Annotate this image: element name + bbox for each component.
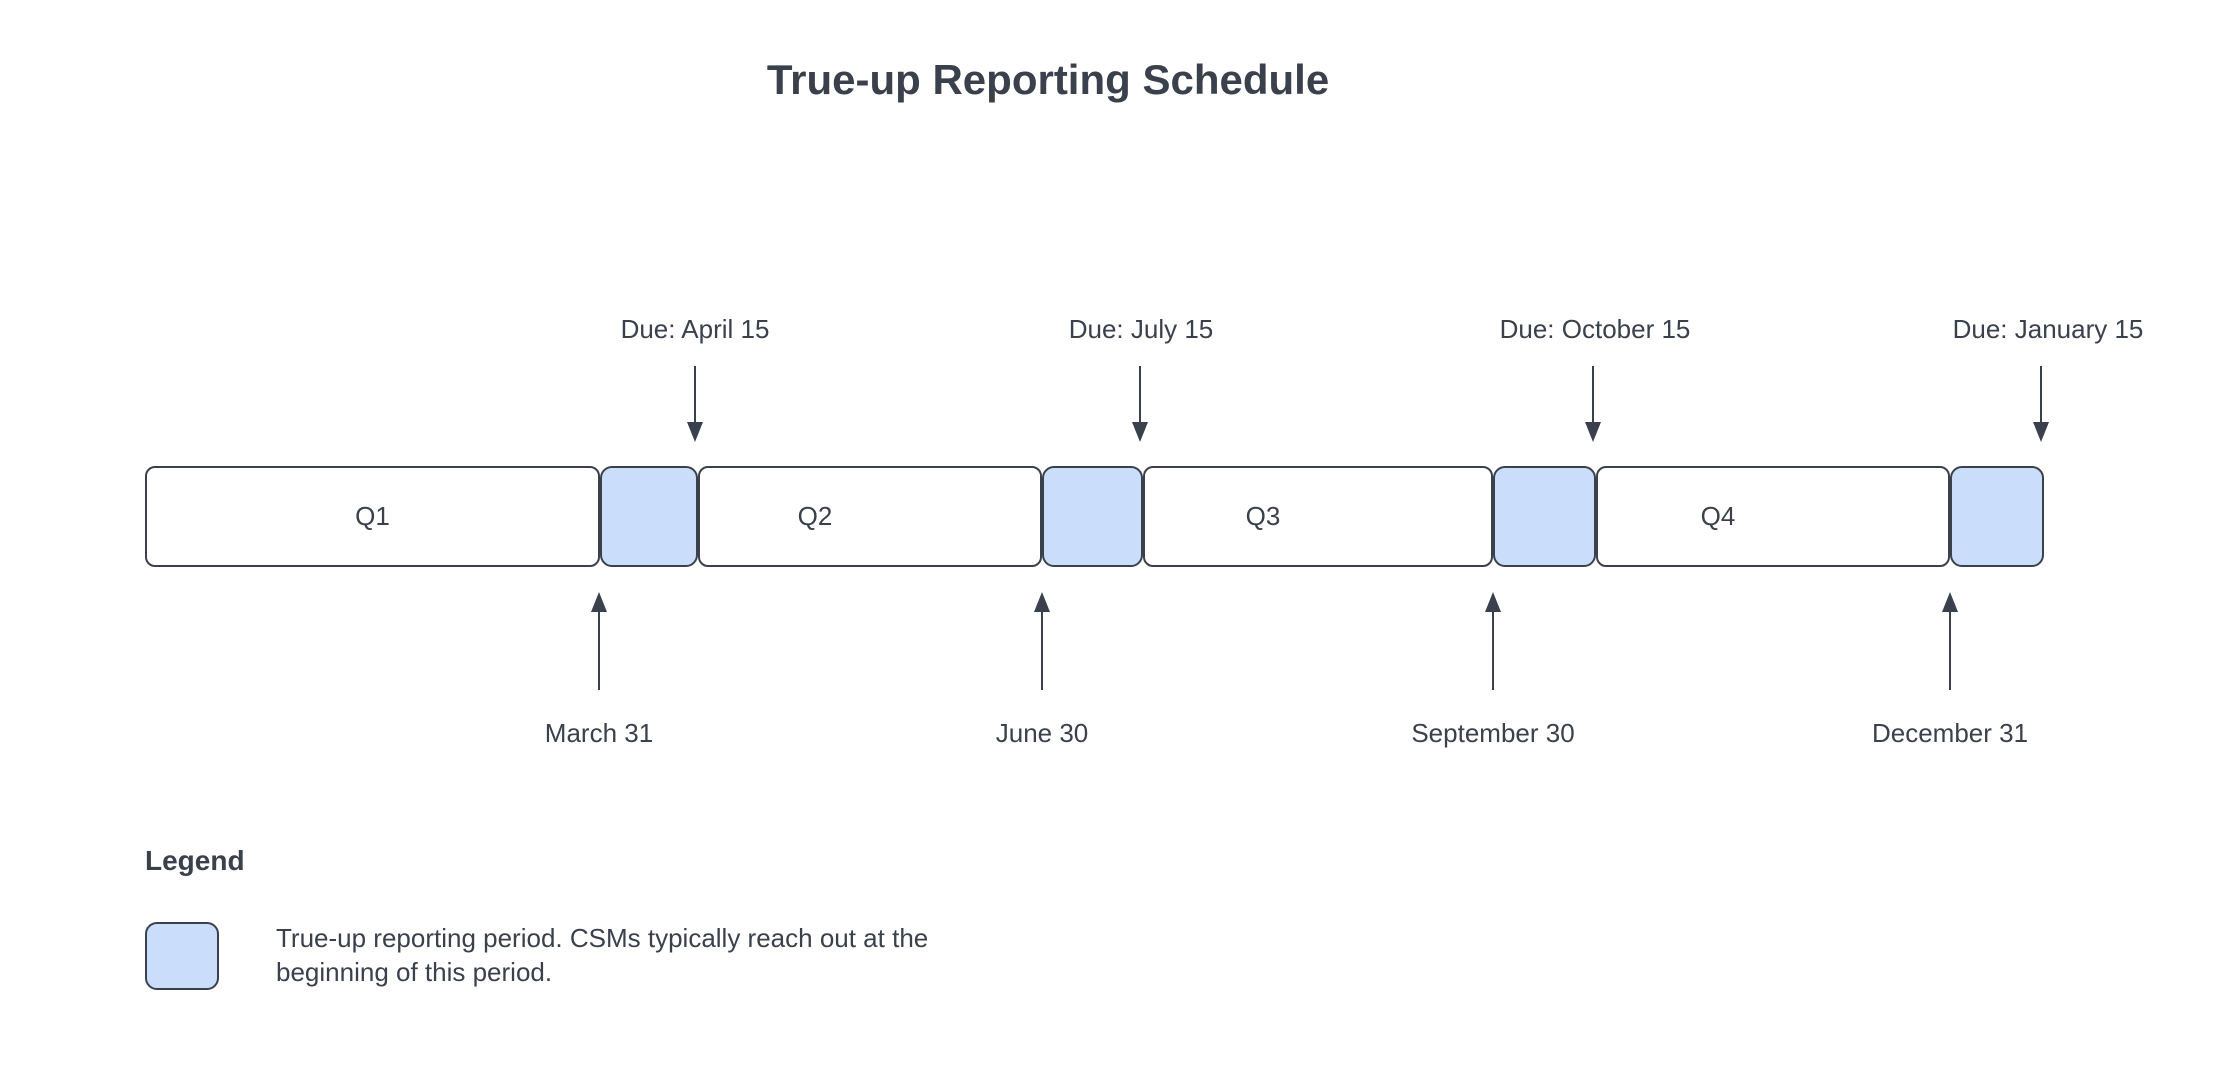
- arrow-down-icon: [2033, 366, 2049, 442]
- quarter-label: Q3: [1245, 501, 1281, 531]
- true-up-period-segment: [1493, 466, 1596, 567]
- true-up-period-segment: [1042, 466, 1143, 567]
- arrow-up-icon: [591, 592, 607, 690]
- arrow-up-icon: [1034, 592, 1050, 690]
- legend-heading: Legend: [145, 845, 245, 876]
- legend-swatch: [145, 922, 219, 990]
- quarter-end-date-label: March 31: [544, 718, 654, 748]
- quarter-segment-q2: Q2: [698, 466, 1042, 567]
- arrow-up-icon: [1942, 592, 1958, 690]
- quarter-label: Q2: [797, 501, 833, 531]
- true-up-period-segment: [600, 466, 698, 567]
- legend-text: True-up reporting period. CSMs typically…: [276, 923, 929, 987]
- due-date-label: Due: January 15: [1952, 314, 2144, 344]
- quarter-segment-q3: Q3: [1143, 466, 1493, 567]
- true-up-period-segment: [1950, 466, 2044, 567]
- due-date-label: Due: April 15: [620, 314, 770, 344]
- arrow-down-icon: [1132, 366, 1148, 442]
- page-title: True-up Reporting Schedule: [766, 56, 1330, 103]
- quarter-label: Q1: [355, 501, 390, 531]
- quarter-segment-q4: Q4: [1596, 466, 1950, 567]
- arrow-down-icon: [1585, 366, 1601, 442]
- quarter-end-date-label: June 30: [995, 718, 1089, 748]
- due-date-label: Due: October 15: [1499, 314, 1691, 344]
- due-date-label: Due: July 15: [1068, 314, 1214, 344]
- arrow-up-icon: [1485, 592, 1501, 690]
- quarter-end-date-label: September 30: [1411, 718, 1575, 748]
- arrow-down-icon: [687, 366, 703, 442]
- quarter-segment-q1: Q1: [145, 466, 600, 567]
- quarter-label: Q4: [1700, 501, 1736, 531]
- quarter-end-date-label: December 31: [1871, 718, 2029, 748]
